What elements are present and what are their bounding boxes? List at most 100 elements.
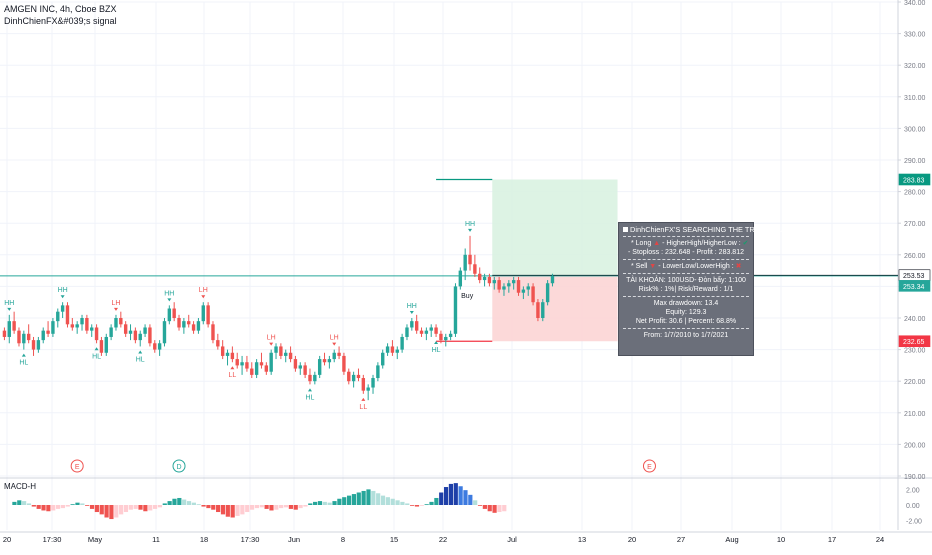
macd-bar xyxy=(133,505,138,509)
candle-body xyxy=(521,289,526,293)
candle-body xyxy=(317,359,322,375)
candle-body xyxy=(264,365,269,372)
price-tick-label: 210.00 xyxy=(904,411,926,418)
candle-body xyxy=(250,368,254,375)
candle-body xyxy=(12,321,16,331)
candle-body xyxy=(473,264,477,274)
candle-body xyxy=(405,327,409,337)
candle-body xyxy=(148,327,152,344)
candle-body xyxy=(80,318,84,325)
candle-body xyxy=(448,333,453,337)
panel-separator xyxy=(623,259,749,260)
macd-bar xyxy=(385,497,390,505)
macd-bar xyxy=(274,505,279,510)
macd-bar xyxy=(497,505,502,513)
price-tick-label: 240.00 xyxy=(904,316,926,323)
macd-bar xyxy=(230,505,235,518)
macd-bar xyxy=(322,501,327,505)
event-label: E xyxy=(75,464,80,471)
candle-body xyxy=(511,280,516,284)
signal-arrow-down xyxy=(167,298,172,302)
macd-bar xyxy=(172,498,177,505)
loss-zone xyxy=(492,275,618,342)
macd-bar xyxy=(114,505,119,518)
macd-bar xyxy=(414,505,420,507)
candle-body xyxy=(211,324,215,341)
macd-bar xyxy=(60,505,66,509)
candle-body xyxy=(298,365,302,369)
macd-bar xyxy=(361,490,366,505)
candle-body xyxy=(259,362,264,366)
price-tick-label: 330.00 xyxy=(904,32,926,39)
candle-body xyxy=(434,327,438,334)
macd-bar xyxy=(201,505,206,507)
macd-bar xyxy=(31,505,36,507)
signal-arrow-up xyxy=(138,350,143,354)
candle-body xyxy=(26,333,31,341)
macd-bar xyxy=(80,503,85,505)
candle-body xyxy=(187,321,191,325)
signal-arrow-up xyxy=(21,353,26,357)
price-tick-label: 280.00 xyxy=(904,190,926,197)
candle-body xyxy=(487,276,492,284)
price-tick-label: 300.00 xyxy=(904,126,926,133)
macd-bar xyxy=(104,505,109,518)
candle-body xyxy=(429,327,433,331)
candle-body xyxy=(439,333,443,341)
signal-arrow-down xyxy=(7,307,12,311)
macd-bar xyxy=(337,498,342,505)
event-label: D xyxy=(176,464,181,471)
time-tick-label: 27 xyxy=(677,535,685,544)
candle-body xyxy=(410,321,414,328)
candle-body xyxy=(288,352,293,360)
macd-bar xyxy=(434,497,439,505)
macd-bar xyxy=(17,500,22,505)
macd-bar xyxy=(448,483,454,505)
time-tick-label: Aug xyxy=(725,535,738,544)
candle-body xyxy=(60,305,65,312)
macd-bar xyxy=(70,504,75,506)
macd-bar xyxy=(439,492,444,505)
candle-body xyxy=(366,387,370,391)
signal-label: HL xyxy=(432,347,441,354)
signal-arrow-up xyxy=(307,388,312,392)
macd-bar xyxy=(458,486,463,505)
candle-body xyxy=(216,340,220,347)
macd-bar xyxy=(279,505,284,509)
macd-bar xyxy=(293,505,298,510)
candle-body xyxy=(536,302,540,318)
price-tick-label: 320.00 xyxy=(904,63,926,70)
macd-tick-label: 2.00 xyxy=(906,487,920,494)
candle-body xyxy=(545,283,550,303)
macd-bar xyxy=(36,505,41,509)
candle-body xyxy=(90,327,94,331)
signal-arrow-down xyxy=(332,342,337,346)
macd-bar xyxy=(22,501,27,505)
price-tick-label: 220.00 xyxy=(904,379,926,386)
macd-bar xyxy=(400,501,405,505)
candle-body xyxy=(153,343,157,350)
macd-bar xyxy=(482,505,487,509)
time-tick-label: 17:30 xyxy=(241,535,260,544)
macd-bar xyxy=(119,505,124,515)
candle-body xyxy=(463,254,467,271)
signal-arrow-down xyxy=(269,342,274,346)
macd-bar xyxy=(162,503,167,505)
macd-bar xyxy=(216,505,221,513)
macd-bar xyxy=(26,503,32,505)
account-line: TÀI KHOẢN: 100USD- Đòn bẩy: 1:100 xyxy=(626,277,746,284)
candle-body xyxy=(497,280,501,290)
event-marker xyxy=(172,459,186,473)
macd-bar xyxy=(269,505,274,511)
candle-body xyxy=(31,340,36,350)
candle-body xyxy=(507,283,511,287)
macd-bar xyxy=(211,505,216,510)
candle-body xyxy=(104,336,108,353)
symbol-title: AMGEN INC, 4h, Cboe BZX xyxy=(4,4,117,14)
macd-bar xyxy=(249,505,255,510)
candle-body xyxy=(478,273,482,281)
price-badge xyxy=(898,173,931,186)
panel-separator xyxy=(623,273,749,274)
profit-zone xyxy=(492,179,618,276)
